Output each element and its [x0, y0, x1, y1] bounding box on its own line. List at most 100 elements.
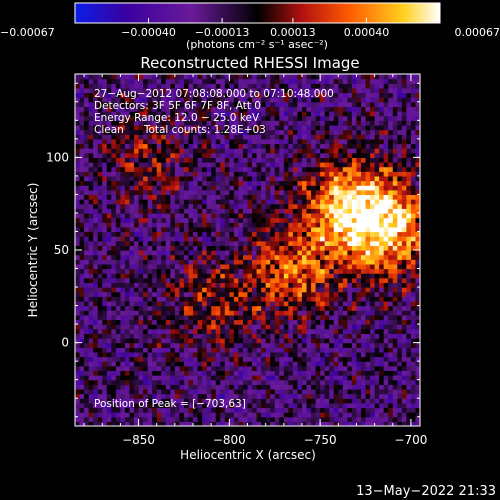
heatmap-cell [174, 194, 181, 200]
heatmap-cell [165, 259, 171, 265]
heatmap-cell [311, 259, 317, 265]
heatmap-cell [383, 199, 389, 205]
heatmap-cell [311, 180, 317, 186]
heatmap-cell [333, 189, 339, 196]
heatmap-cell [170, 231, 176, 237]
heatmap-cell [229, 379, 235, 385]
heatmap-cell [79, 259, 85, 265]
heatmap-cell [315, 143, 321, 149]
heatmap-cell [102, 157, 108, 163]
heatmap-cell [111, 287, 117, 293]
heatmap-cell [147, 231, 153, 237]
heatmap-cell [88, 356, 94, 362]
heatmap-cell [165, 384, 171, 390]
heatmap-cell [297, 152, 303, 158]
heatmap-cell [274, 324, 280, 330]
heatmap-cell [138, 291, 144, 297]
heatmap-cell [161, 333, 167, 339]
heatmap-cell [229, 199, 235, 205]
heatmap-cell [138, 416, 144, 422]
heatmap-cell [120, 203, 126, 209]
heatmap-cell [301, 351, 308, 358]
heatmap-cell [75, 314, 81, 321]
heatmap-cell [238, 138, 244, 145]
heatmap-cell [206, 421, 212, 426]
heatmap-cell [370, 305, 376, 311]
heatmap-cell [397, 402, 403, 409]
heatmap-cell [161, 314, 167, 321]
heatmap-cell [252, 217, 258, 223]
heatmap-cell [238, 124, 244, 131]
heatmap-cell [88, 370, 94, 376]
heatmap-cell [242, 361, 249, 367]
heatmap-cell [351, 240, 358, 246]
heatmap-cell [111, 310, 117, 316]
heatmap-cell [383, 416, 389, 422]
heatmap-cell [242, 277, 249, 284]
heatmap-cell [215, 138, 221, 145]
heatmap-cell [84, 171, 90, 177]
heatmap-cell [165, 287, 171, 293]
heatmap-cell [292, 365, 299, 372]
heatmap-cell [320, 185, 326, 191]
heatmap-cell [215, 305, 221, 311]
heatmap-cell [188, 384, 194, 390]
heatmap-cell [392, 282, 398, 288]
heatmap-cell [392, 134, 398, 140]
heatmap-cell [360, 217, 367, 223]
heatmap-cell [292, 347, 299, 353]
heatmap-cell [124, 120, 131, 126]
heatmap-cell [84, 291, 90, 297]
heatmap-cell [88, 180, 94, 186]
heatmap-cell [265, 328, 271, 334]
heatmap-cell [188, 152, 194, 158]
heatmap-cell [342, 203, 348, 209]
heatmap-cell [134, 319, 140, 325]
heatmap-cell [415, 189, 420, 196]
heatmap-cell [397, 268, 403, 274]
heatmap-cell [256, 310, 262, 316]
heatmap-cell [347, 157, 353, 163]
heatmap-cell [152, 226, 158, 233]
heatmap-cell [115, 240, 121, 246]
heatmap-cell [233, 143, 240, 149]
heatmap-cell [183, 143, 190, 149]
heatmap-cell [388, 157, 394, 163]
heatmap-cell [134, 287, 140, 293]
heatmap-cell [338, 268, 344, 274]
heatmap-cell [211, 259, 217, 265]
heatmap-cell [397, 356, 403, 362]
heatmap-cell [220, 189, 226, 196]
heatmap-cell [179, 361, 185, 367]
heatmap-cell [392, 375, 398, 381]
heatmap-cell [165, 203, 171, 209]
heatmap-cell [388, 185, 394, 191]
heatmap-cell [220, 416, 226, 422]
heatmap-cell [256, 388, 262, 395]
heatmap-cell [356, 212, 362, 219]
heatmap-cell [197, 138, 203, 145]
heatmap-cell [115, 199, 121, 205]
heatmap-cell [224, 245, 230, 251]
heatmap-cell [138, 236, 144, 242]
heatmap-cell [106, 314, 112, 321]
heatmap-cell [288, 273, 294, 279]
heatmap-cell [347, 138, 353, 145]
heatmap-cell [329, 416, 335, 422]
heatmap-cell [161, 250, 167, 256]
heatmap-cell [342, 222, 348, 228]
heatmap-cell [75, 416, 81, 422]
heatmap-cell [111, 365, 117, 372]
heatmap-cell [224, 203, 230, 209]
heatmap-cell [88, 393, 94, 399]
heatmap-cell [115, 222, 121, 228]
heatmap-cell [120, 407, 126, 413]
heatmap-cell [324, 384, 330, 390]
heatmap-cell [311, 148, 317, 154]
heatmap-cell [174, 407, 181, 413]
heatmap-cell [238, 282, 244, 288]
heatmap-cell [138, 203, 144, 209]
heatmap-cell [320, 245, 326, 251]
heatmap-cell [324, 333, 330, 339]
heatmap-cell [220, 388, 226, 395]
